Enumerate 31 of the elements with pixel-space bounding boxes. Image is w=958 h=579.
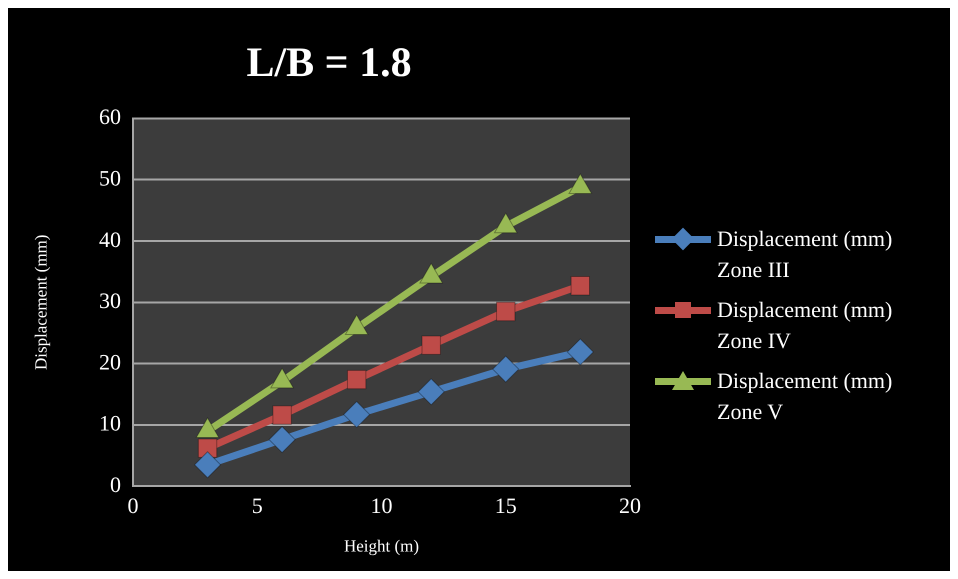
point — [566, 338, 594, 366]
y-tick-label: 60 — [99, 104, 121, 130]
legend-label: Displacement (mm) Zone V — [717, 367, 894, 426]
y-tick-label: 30 — [99, 288, 121, 314]
x-tick-label: 5 — [252, 493, 263, 518]
y-tick-label: 10 — [99, 410, 121, 436]
y-tick-label: 40 — [99, 226, 121, 252]
point — [272, 405, 292, 425]
point — [194, 451, 222, 478]
x-tick-label: 15 — [494, 493, 517, 518]
legend-label: Displacement (mm) Zone IV — [717, 296, 894, 355]
y-axis-title: Displacement (mm) — [32, 234, 51, 370]
legend-label: Displacement (mm) Zone III — [717, 225, 894, 284]
y-tick-label: 20 — [99, 349, 121, 374]
x-tick-label: 20 — [619, 493, 641, 518]
y-tick-label: 0 — [110, 472, 121, 497]
point — [346, 370, 366, 390]
point — [422, 336, 441, 355]
x-tick-label: 10 — [370, 493, 392, 518]
point — [343, 400, 370, 428]
point — [492, 356, 520, 383]
point — [419, 263, 443, 284]
x-axis-title: Height (m) — [344, 536, 420, 556]
point — [268, 426, 296, 454]
y-tick-label: 50 — [99, 165, 121, 190]
point — [418, 378, 445, 406]
point — [496, 302, 516, 322]
chart-title: L/B = 1.8 — [246, 40, 412, 86]
point — [568, 174, 592, 194]
x-tick-label: 0 — [128, 493, 138, 518]
point — [494, 212, 518, 234]
